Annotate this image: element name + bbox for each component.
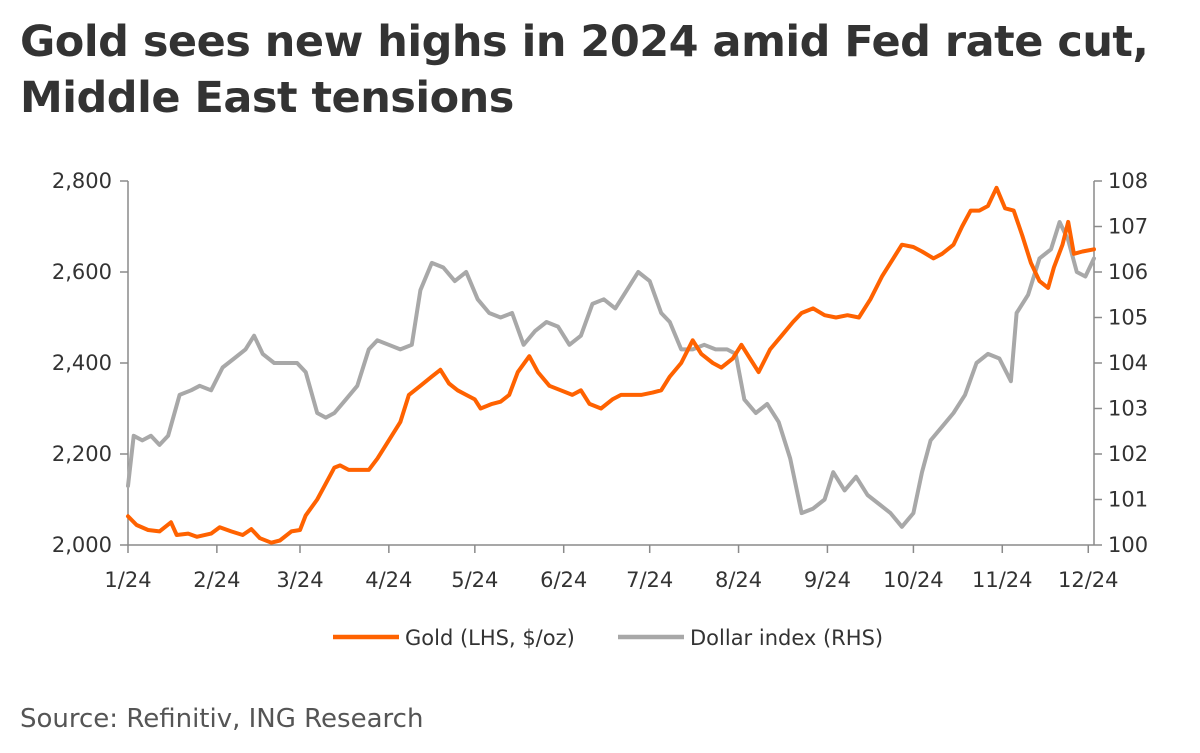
- y-right-tick-label: 106: [1108, 260, 1148, 284]
- y-right-tick-label: 100: [1108, 533, 1148, 557]
- x-tick-label: 11/24: [972, 568, 1033, 592]
- x-tick-label: 2/24: [193, 568, 240, 592]
- x-tick-label: 7/24: [626, 568, 673, 592]
- legend-label-dollar-index: Dollar index (RHS): [690, 626, 883, 650]
- x-tick-label: 12/24: [1058, 568, 1119, 592]
- x-tick-label: 9/24: [804, 568, 851, 592]
- y-right-tick-label: 103: [1108, 397, 1148, 421]
- x-tick-label: 8/24: [715, 568, 762, 592]
- x-tick-label: 4/24: [365, 568, 412, 592]
- source-note: Source: Refinitiv, ING Research: [20, 704, 424, 734]
- y-right-tick-label: 105: [1108, 306, 1148, 330]
- y-right-tick-label: 101: [1108, 488, 1148, 512]
- chart-title: Gold sees new highs in 2024 amid Fed rat…: [20, 17, 1149, 123]
- legend-label-gold: Gold (LHS, $/oz): [405, 626, 575, 650]
- y-right-tick-label: 102: [1108, 442, 1148, 466]
- y-left-tick-label: 2,000: [52, 533, 112, 557]
- y-left-tick-label: 2,200: [52, 442, 112, 466]
- x-tick-label: 6/24: [540, 568, 587, 592]
- y-right-tick-label: 104: [1108, 351, 1148, 375]
- legend: Gold (LHS, $/oz) Dollar index (RHS): [333, 626, 883, 650]
- y-left-tick-label: 2,600: [52, 260, 112, 284]
- y-right-tick-label: 108: [1108, 169, 1148, 193]
- series-layer: [126, 185, 1096, 545]
- y-left-tick-label: 2,400: [52, 351, 112, 375]
- gold-price-line: [126, 185, 1096, 545]
- x-tick-label: 10/24: [883, 568, 944, 592]
- x-tick-label: 1/24: [104, 568, 151, 592]
- x-tick-label: 3/24: [276, 568, 323, 592]
- dollar-index-line: [126, 220, 1096, 529]
- x-tick-label: 5/24: [451, 568, 498, 592]
- y-right-tick-label: 107: [1108, 215, 1148, 239]
- y-left-tick-label: 2,800: [52, 169, 112, 193]
- axes-layer: 2,000 2,200 2,400 2,600 2,800 100 101 102 103 104…: [52, 169, 1148, 592]
